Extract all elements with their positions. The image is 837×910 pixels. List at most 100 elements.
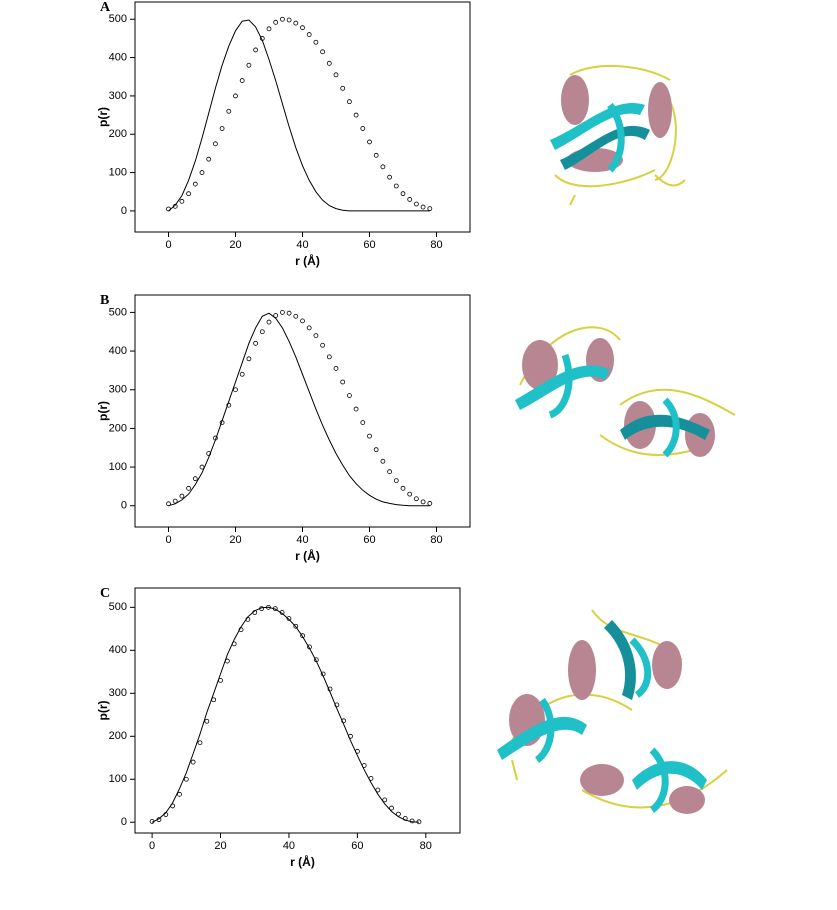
fit-curve bbox=[168, 19, 430, 212]
data-point bbox=[300, 633, 306, 639]
y-tick-label: 500 bbox=[109, 13, 127, 25]
data-point bbox=[286, 616, 292, 621]
x-tick-label: 60 bbox=[351, 840, 363, 852]
data-point bbox=[346, 99, 352, 105]
data-point bbox=[387, 469, 393, 475]
data-point bbox=[259, 329, 265, 335]
data-point bbox=[233, 387, 238, 393]
x-tick-label: 0 bbox=[165, 239, 171, 251]
data-point bbox=[320, 49, 326, 55]
data-point bbox=[279, 16, 285, 22]
data-point bbox=[186, 191, 192, 197]
y-tick-label: 0 bbox=[121, 500, 127, 512]
data-point bbox=[400, 485, 406, 491]
data-point bbox=[253, 340, 259, 346]
protein-trimer bbox=[497, 609, 728, 814]
data-point bbox=[360, 420, 366, 426]
data-point bbox=[306, 325, 312, 331]
data-point bbox=[286, 17, 292, 23]
data-point bbox=[353, 112, 359, 118]
x-axis-label: r (Å) bbox=[295, 253, 320, 268]
y-tick-label: 400 bbox=[109, 51, 127, 63]
data-point bbox=[373, 447, 379, 453]
data-point bbox=[373, 152, 379, 158]
data-point bbox=[420, 204, 426, 210]
panel-label: C bbox=[100, 586, 110, 601]
y-axis-label: p(r) bbox=[96, 107, 110, 127]
data-point bbox=[246, 62, 252, 68]
x-axis-label: r (Å) bbox=[295, 548, 320, 563]
data-point bbox=[197, 740, 203, 746]
data-point bbox=[219, 126, 225, 131]
data-point bbox=[273, 19, 279, 25]
y-tick-label: 100 bbox=[109, 773, 127, 785]
data-point bbox=[300, 318, 305, 324]
panel-label: B bbox=[100, 293, 109, 308]
protein-dimer bbox=[515, 326, 736, 458]
plot-frame bbox=[134, 587, 461, 834]
data-point bbox=[253, 47, 259, 53]
data-point bbox=[183, 776, 189, 782]
y-tick-label: 300 bbox=[109, 687, 127, 699]
data-point bbox=[293, 20, 299, 26]
data-point bbox=[273, 313, 279, 318]
data-point bbox=[382, 797, 388, 803]
data-point bbox=[306, 32, 312, 37]
data-point bbox=[393, 478, 399, 484]
data-point bbox=[326, 354, 332, 360]
y-tick-label: 100 bbox=[109, 461, 127, 473]
data-point bbox=[300, 25, 305, 31]
data-point bbox=[266, 26, 272, 32]
data-point bbox=[172, 498, 178, 504]
plot-frame bbox=[134, 1, 471, 233]
x-tick-label: 0 bbox=[149, 840, 155, 852]
data-point bbox=[190, 759, 196, 765]
data-point bbox=[380, 458, 386, 464]
data-point bbox=[177, 791, 182, 797]
data-point bbox=[204, 718, 210, 724]
data-point bbox=[226, 108, 232, 114]
data-point bbox=[340, 379, 346, 385]
data-point bbox=[179, 493, 185, 499]
x-tick-label: 80 bbox=[430, 239, 442, 251]
y-tick-label: 300 bbox=[109, 90, 127, 102]
data-point bbox=[360, 126, 366, 131]
x-tick-label: 60 bbox=[363, 239, 375, 251]
data-point bbox=[239, 78, 245, 83]
data-point bbox=[413, 201, 419, 207]
data-point bbox=[266, 319, 272, 325]
data-point bbox=[326, 60, 332, 66]
data-point bbox=[313, 39, 319, 45]
x-tick-label: 20 bbox=[229, 534, 241, 546]
y-tick-label: 300 bbox=[109, 384, 127, 396]
data-point bbox=[206, 156, 212, 162]
data-point bbox=[293, 313, 299, 319]
data-point bbox=[192, 476, 198, 482]
data-point bbox=[293, 623, 299, 629]
plot-frame bbox=[134, 294, 471, 528]
data-point bbox=[346, 393, 352, 398]
panel-label: A bbox=[100, 0, 111, 15]
y-tick-label: 0 bbox=[121, 816, 127, 828]
data-point bbox=[427, 206, 433, 212]
data-point bbox=[407, 491, 413, 497]
data-point bbox=[333, 72, 339, 78]
protein-monomer bbox=[550, 65, 686, 206]
data-point bbox=[212, 141, 218, 147]
fit-curve bbox=[168, 312, 430, 507]
data-point bbox=[279, 309, 285, 315]
y-axis-label: p(r) bbox=[96, 701, 110, 721]
data-point bbox=[286, 310, 292, 316]
data-point bbox=[393, 183, 399, 189]
y-tick-label: 200 bbox=[109, 730, 127, 742]
data-point bbox=[179, 198, 185, 204]
data-point bbox=[226, 402, 232, 408]
x-tick-label: 80 bbox=[430, 534, 442, 546]
data-point bbox=[192, 181, 198, 187]
y-tick-label: 200 bbox=[109, 422, 127, 434]
data-point bbox=[233, 93, 238, 99]
y-tick-label: 500 bbox=[109, 601, 127, 613]
fit-curve bbox=[151, 606, 419, 823]
y-tick-label: 400 bbox=[109, 345, 127, 357]
